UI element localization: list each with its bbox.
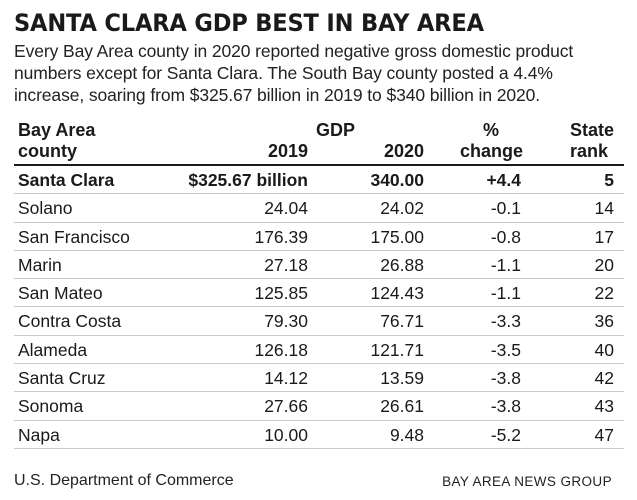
cell-county: Marin (18, 254, 62, 275)
credit-line: BAY AREA NEWS GROUP (442, 474, 612, 489)
cell-pct-change: +4.4 (486, 170, 521, 190)
cell-county: Alameda (18, 339, 88, 360)
table-row: San Francisco 176.39 175.00 -0.8 17 (14, 223, 624, 251)
cell-2020: 26.61 (380, 396, 424, 417)
header-2019: 2019 (267, 141, 308, 161)
cell-state-rank: 20 (594, 254, 614, 275)
chart-title: SANTA CLARA GDP BEST IN BAY AREA (14, 9, 484, 37)
table-body: Santa Clara $325.67 billion 340.00 +4.4 5 Sol… (14, 166, 624, 449)
cell-county: Santa Cruz (18, 368, 106, 389)
cell-pct-change: -0.1 (490, 198, 521, 219)
cell-2019: 125.85 (254, 283, 308, 304)
cell-2020: 175.00 (370, 226, 424, 247)
cell-pct-change: -5.2 (490, 424, 521, 445)
cell-2020: 24.02 (380, 198, 424, 219)
cell-2019: 126.18 (254, 339, 308, 360)
cell-2019: 14.12 (264, 368, 308, 389)
cell-2019: 27.66 (264, 396, 308, 417)
header-gdp-group: GDP (316, 120, 356, 140)
cell-2019: 10.00 (264, 424, 308, 445)
cell-county: Contra Costa (18, 311, 122, 332)
cell-county: Sonoma (18, 396, 84, 417)
table-row: Alameda 126.18 121.71 -3.5 40 (14, 336, 624, 365)
cell-county: Santa Clara (18, 170, 115, 190)
header-rank-line2: rank (569, 141, 608, 161)
table-row: Contra Costa 79.30 76.71 -3.3 36 (14, 307, 624, 336)
header-county-line1: Bay Area (18, 120, 96, 140)
table-row: Santa Cruz 14.12 13.59 -3.8 42 (14, 364, 624, 393)
table-row: Marin 27.18 26.88 -1.1 20 (14, 251, 624, 280)
cell-2020: 13.59 (380, 368, 424, 389)
cell-pct-change: -1.1 (490, 283, 521, 304)
cell-state-rank: 14 (594, 198, 614, 219)
cell-pct-change: -3.8 (490, 396, 521, 417)
cell-state-rank: 42 (594, 368, 614, 389)
cell-state-rank: 36 (594, 311, 614, 332)
cell-state-rank: 5 (604, 170, 614, 190)
table-header: Bay Area county GDP 2019 2020 % change S… (14, 118, 624, 166)
header-rank-line1: State (569, 120, 614, 140)
header-pct-line2: change (459, 141, 523, 161)
header-county-line2: county (18, 141, 78, 161)
cell-pct-change: -0.8 (490, 226, 521, 247)
cell-2020: 26.88 (380, 254, 424, 275)
cell-pct-change: -3.3 (490, 311, 521, 332)
cell-2019: 24.04 (264, 198, 308, 219)
header-pct-line1: % (482, 120, 499, 140)
chart-description: Every Bay Area county in 2020 reported n… (14, 41, 574, 105)
cell-2019: 27.18 (264, 254, 308, 275)
cell-state-rank: 22 (594, 283, 614, 304)
table-row: Santa Clara $325.67 billion 340.00 +4.4 5 (14, 166, 624, 195)
cell-2020: 76.71 (380, 311, 424, 332)
cell-pct-change: -3.5 (490, 339, 521, 360)
cell-2019: $325.67 billion (188, 170, 308, 190)
cell-2020: 340.00 (370, 170, 424, 190)
cell-2020: 9.48 (389, 424, 424, 445)
cell-county: Solano (18, 198, 73, 219)
chart-container: SANTA CLARA GDP BEST IN BAY AREA Every B… (14, 8, 624, 449)
cell-2020: 121.71 (370, 339, 424, 360)
header-2020: 2020 (383, 141, 424, 161)
cell-2019: 176.39 (254, 226, 308, 247)
cell-state-rank: 43 (594, 396, 614, 417)
cell-state-rank: 40 (594, 339, 614, 360)
table-row: Solano 24.04 24.02 -0.1 14 (14, 194, 624, 223)
cell-2019: 79.30 (264, 311, 308, 332)
table-row: Sonoma 27.66 26.61 -3.8 43 (14, 392, 624, 421)
cell-pct-change: -3.8 (490, 368, 521, 389)
cell-county: San Francisco (18, 226, 130, 247)
cell-state-rank: 17 (594, 226, 614, 247)
cell-2020: 124.43 (370, 283, 424, 304)
table-row: Napa 10.00 9.48 -5.2 47 (14, 421, 624, 449)
source-note: U.S. Department of Commerce (14, 472, 234, 489)
cell-county: San Mateo (18, 283, 103, 304)
cell-county: Napa (18, 424, 60, 445)
cell-state-rank: 47 (594, 424, 614, 445)
table-row: San Mateo 125.85 124.43 -1.1 22 (14, 279, 624, 308)
cell-pct-change: -1.1 (490, 254, 521, 275)
